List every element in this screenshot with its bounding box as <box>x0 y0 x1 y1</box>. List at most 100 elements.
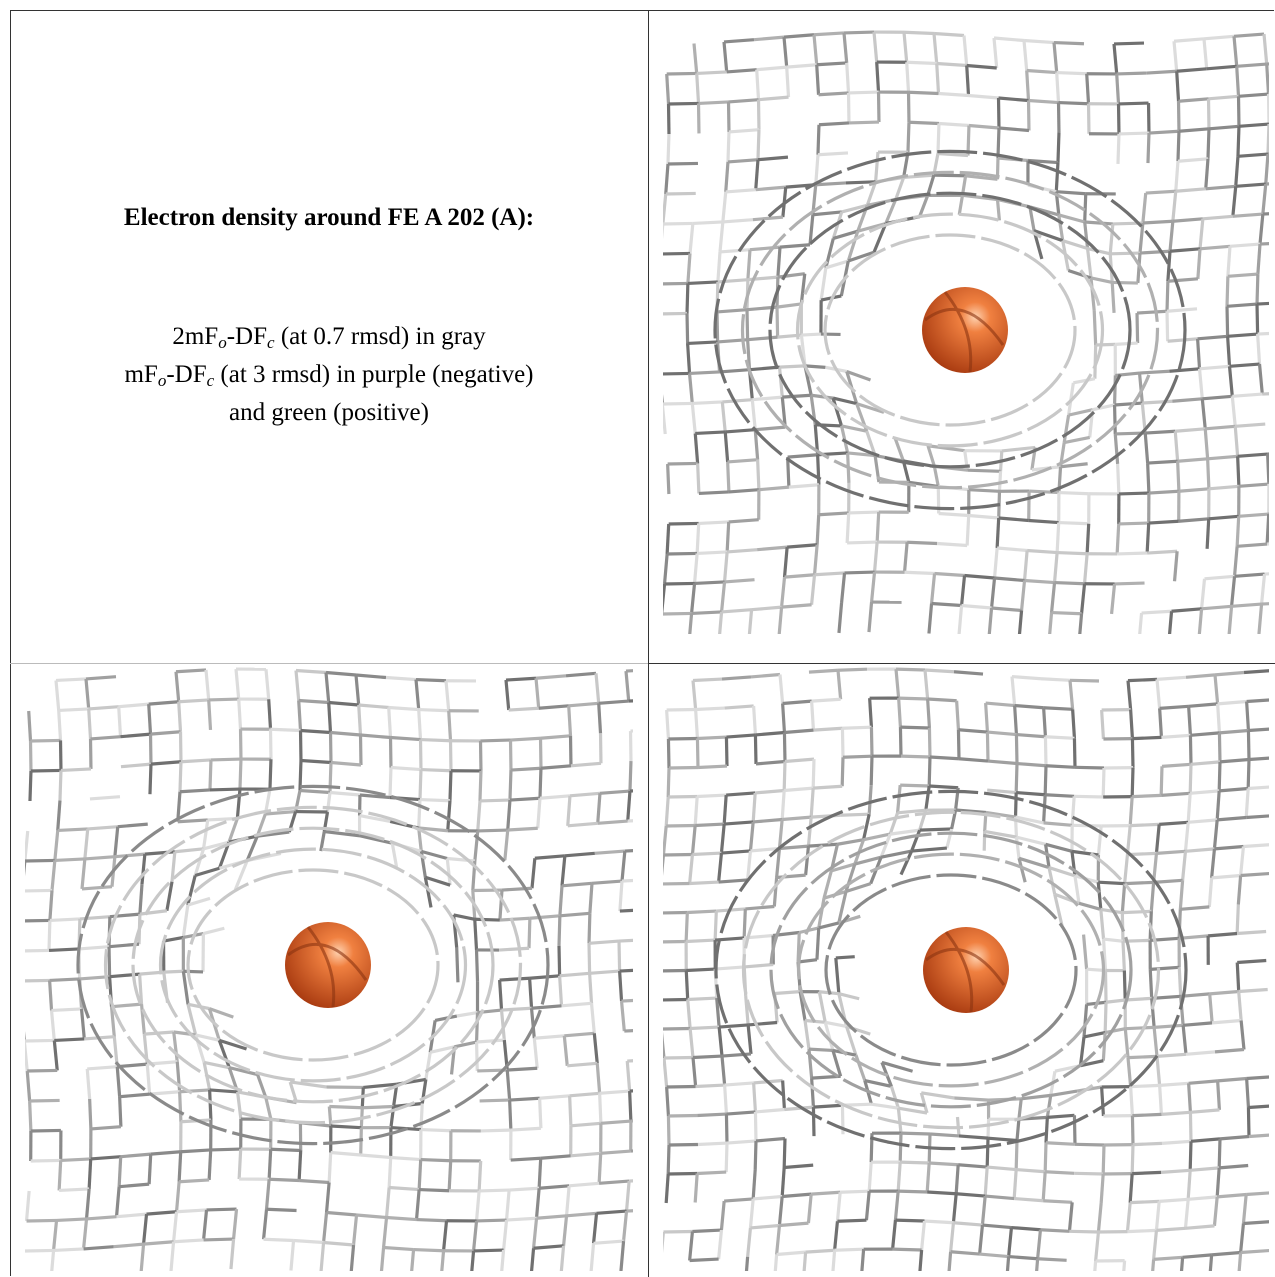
mesh-line <box>561 881 593 888</box>
text: 2mF <box>172 323 219 350</box>
mesh-line <box>527 918 532 949</box>
mesh-line <box>1045 842 1073 853</box>
mesh-line <box>498 946 530 952</box>
mesh-line <box>925 931 1006 1013</box>
mesh-line <box>1018 856 1050 870</box>
mesh-line <box>359 793 391 800</box>
mesh-line <box>895 784 902 813</box>
mesh-line <box>1180 905 1210 911</box>
mesh-line <box>172 1031 179 1062</box>
mesh-line <box>968 488 1000 493</box>
mesh-line <box>559 971 590 978</box>
mesh-line <box>840 812 870 817</box>
mesh-line <box>1093 1260 1098 1271</box>
mesh-line <box>163 935 184 943</box>
mesh-line <box>927 756 932 787</box>
mesh-line <box>238 759 243 790</box>
mesh-line <box>1262 392 1269 396</box>
mesh-line <box>299 788 331 795</box>
mesh-line <box>85 1068 92 1100</box>
mesh-line <box>1148 129 1180 135</box>
mesh-line <box>1248 785 1269 791</box>
mesh-line <box>1177 457 1208 463</box>
mesh-line <box>326 1210 357 1217</box>
mesh-line <box>628 699 633 703</box>
mesh-line <box>996 546 1028 553</box>
mesh-line <box>599 789 631 795</box>
mesh-line <box>1226 302 1258 308</box>
mesh-line <box>117 706 123 737</box>
mesh-line <box>938 511 969 518</box>
mesh-line <box>630 729 633 733</box>
mesh-line <box>1197 608 1204 634</box>
mesh-line <box>1188 1112 1193 1142</box>
mesh-line <box>27 1068 58 1073</box>
mesh-line <box>689 880 719 886</box>
mesh-line <box>815 927 821 960</box>
mesh-line <box>985 732 990 762</box>
mesh-line <box>726 791 756 797</box>
mesh-line <box>25 1038 55 1043</box>
mesh-line <box>697 793 727 799</box>
mesh-line <box>688 1231 695 1261</box>
mesh-line <box>565 671 597 678</box>
mesh-line <box>599 1179 630 1185</box>
mesh-line <box>1227 366 1234 397</box>
mesh-line <box>1058 100 1089 106</box>
mesh-line <box>50 860 57 891</box>
mesh-line <box>918 1249 924 1271</box>
mesh-line <box>668 521 699 526</box>
mesh-line <box>925 1162 931 1193</box>
mesh-line <box>57 827 88 833</box>
mesh-line <box>1203 34 1235 41</box>
mesh-line <box>894 176 906 200</box>
mesh-line <box>686 999 692 1029</box>
mesh-line <box>1136 309 1168 315</box>
mesh-line <box>966 63 997 70</box>
mesh-line <box>330 760 362 767</box>
mesh-line <box>924 668 955 674</box>
mesh-line <box>329 790 361 797</box>
mesh-line <box>355 673 387 680</box>
mesh-line <box>49 977 80 983</box>
mesh-line <box>723 1084 729 1115</box>
mesh-line <box>1101 1032 1107 1061</box>
mesh-line <box>1023 38 1055 45</box>
mesh-line <box>506 799 512 831</box>
mesh-line <box>686 253 692 284</box>
mesh-line <box>1227 606 1234 634</box>
mesh-line <box>782 1138 787 1168</box>
mesh-line <box>717 1229 724 1260</box>
mesh-line <box>1225 276 1230 307</box>
mesh-line <box>728 518 759 524</box>
mesh-line <box>1124 880 1154 886</box>
mesh-line <box>744 962 774 969</box>
mesh-line <box>839 572 847 604</box>
mesh-line <box>953 1221 983 1227</box>
mesh-line <box>845 882 872 894</box>
mesh-line <box>53 830 60 861</box>
mesh-line <box>328 700 359 707</box>
mesh-line <box>1127 677 1158 683</box>
mesh-line <box>721 1052 752 1058</box>
mesh-line <box>1074 765 1105 770</box>
mesh-line <box>624 849 633 853</box>
mesh-line <box>953 670 984 676</box>
mesh-line <box>995 517 1001 549</box>
mesh-line <box>1120 883 1127 913</box>
mesh-line <box>753 429 760 460</box>
mesh-line <box>926 445 936 467</box>
mesh-line <box>786 63 817 69</box>
mesh-line <box>893 1190 900 1221</box>
mesh-line <box>910 829 922 852</box>
mesh-line <box>869 571 877 603</box>
mesh-line <box>752 395 783 402</box>
mesh-line <box>539 794 571 800</box>
mesh-line <box>872 541 879 573</box>
mesh-line <box>319 831 326 852</box>
mesh-line <box>746 249 752 280</box>
mesh-line <box>1043 765 1048 795</box>
mesh-line <box>255 813 267 837</box>
mesh-line <box>414 1189 421 1220</box>
mesh-line <box>1040 1228 1070 1233</box>
